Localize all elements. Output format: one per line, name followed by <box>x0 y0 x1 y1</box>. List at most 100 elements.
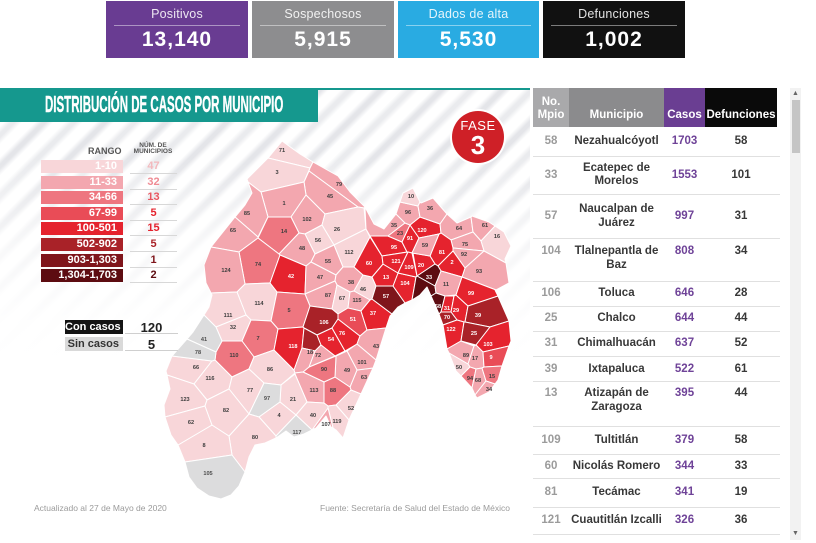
svg-text:107: 107 <box>321 422 330 428</box>
svg-text:66: 66 <box>193 365 199 371</box>
svg-text:94: 94 <box>467 376 474 382</box>
svg-text:14: 14 <box>281 229 288 235</box>
svg-text:65: 65 <box>230 228 236 234</box>
svg-text:63: 63 <box>361 375 367 381</box>
svg-text:49: 49 <box>344 368 350 374</box>
svg-text:43: 43 <box>373 344 379 350</box>
svg-text:56: 56 <box>315 238 321 244</box>
svg-text:18: 18 <box>307 350 313 356</box>
svg-text:105: 105 <box>203 471 212 477</box>
svg-text:41: 41 <box>201 337 207 343</box>
svg-text:74: 74 <box>255 262 262 268</box>
svg-text:9: 9 <box>489 355 492 361</box>
svg-text:82: 82 <box>223 408 229 414</box>
svg-text:13: 13 <box>383 275 389 281</box>
svg-text:31: 31 <box>444 306 450 312</box>
svg-text:67: 67 <box>339 296 345 302</box>
svg-text:118: 118 <box>288 344 297 350</box>
svg-text:96: 96 <box>405 210 411 216</box>
svg-text:120: 120 <box>417 228 426 234</box>
svg-text:119: 119 <box>332 419 341 425</box>
svg-text:81: 81 <box>439 250 445 256</box>
svg-text:45: 45 <box>327 194 333 200</box>
svg-text:11: 11 <box>443 282 449 288</box>
svg-text:86: 86 <box>267 367 273 373</box>
svg-text:3: 3 <box>275 170 278 176</box>
svg-text:38: 38 <box>348 280 354 286</box>
svg-text:75: 75 <box>462 242 468 248</box>
svg-text:29: 29 <box>453 308 459 314</box>
svg-text:2: 2 <box>450 260 453 266</box>
svg-text:36: 36 <box>427 206 433 212</box>
svg-text:55: 55 <box>325 259 331 265</box>
svg-text:104: 104 <box>400 281 410 287</box>
svg-text:95: 95 <box>391 245 397 251</box>
svg-text:112: 112 <box>344 250 353 256</box>
svg-text:110: 110 <box>229 353 238 359</box>
svg-text:23: 23 <box>397 231 403 237</box>
svg-text:71: 71 <box>279 148 285 154</box>
svg-text:60: 60 <box>366 261 372 267</box>
svg-text:121: 121 <box>391 259 400 265</box>
svg-text:106: 106 <box>319 320 328 326</box>
svg-text:52: 52 <box>348 406 354 412</box>
svg-text:10: 10 <box>408 194 414 200</box>
svg-text:32: 32 <box>230 325 236 331</box>
svg-text:76: 76 <box>339 331 345 337</box>
svg-text:61: 61 <box>482 223 488 229</box>
svg-text:114: 114 <box>254 301 264 307</box>
svg-text:101: 101 <box>357 360 366 366</box>
svg-text:85: 85 <box>244 211 250 217</box>
svg-text:16: 16 <box>494 234 500 240</box>
svg-text:115: 115 <box>352 298 361 304</box>
svg-text:4: 4 <box>277 413 281 419</box>
svg-text:111: 111 <box>224 313 233 319</box>
svg-text:42: 42 <box>288 274 294 280</box>
svg-text:116: 116 <box>205 376 214 382</box>
svg-text:124: 124 <box>221 268 231 274</box>
svg-text:68: 68 <box>475 378 481 384</box>
svg-text:54: 54 <box>328 337 335 343</box>
svg-text:25: 25 <box>471 331 477 337</box>
svg-text:97: 97 <box>264 396 270 402</box>
svg-text:72: 72 <box>315 353 321 359</box>
svg-text:79: 79 <box>336 182 342 188</box>
svg-text:103: 103 <box>483 342 492 348</box>
svg-text:92: 92 <box>461 252 467 258</box>
svg-text:34: 34 <box>486 387 493 393</box>
svg-text:40: 40 <box>310 413 316 419</box>
svg-text:37: 37 <box>370 311 376 317</box>
svg-text:70: 70 <box>444 315 450 321</box>
svg-text:26: 26 <box>334 227 340 233</box>
svg-text:15: 15 <box>489 374 495 380</box>
svg-text:1: 1 <box>282 201 285 207</box>
svg-text:50: 50 <box>456 365 462 371</box>
svg-text:17: 17 <box>472 356 478 362</box>
svg-text:5: 5 <box>287 308 290 314</box>
svg-text:57: 57 <box>383 294 389 300</box>
svg-text:64: 64 <box>456 226 463 232</box>
svg-text:48: 48 <box>299 246 305 252</box>
svg-text:122: 122 <box>446 327 455 333</box>
svg-text:123: 123 <box>180 397 189 403</box>
svg-text:78: 78 <box>195 350 201 356</box>
svg-text:93: 93 <box>476 269 482 275</box>
svg-text:59: 59 <box>422 243 428 249</box>
svg-text:51: 51 <box>350 317 356 323</box>
svg-text:80: 80 <box>252 435 258 441</box>
svg-text:39: 39 <box>475 313 481 319</box>
svg-text:21: 21 <box>290 397 296 403</box>
svg-text:113: 113 <box>309 388 318 394</box>
svg-text:33: 33 <box>426 275 432 281</box>
svg-text:102: 102 <box>302 217 311 223</box>
svg-text:8: 8 <box>202 443 205 449</box>
svg-text:91: 91 <box>407 236 413 242</box>
svg-text:87: 87 <box>325 293 331 299</box>
svg-text:90: 90 <box>321 367 327 373</box>
svg-text:88: 88 <box>330 388 336 394</box>
svg-text:99: 99 <box>468 291 474 297</box>
svg-text:7: 7 <box>256 336 259 342</box>
svg-text:35: 35 <box>391 223 397 229</box>
svg-text:109: 109 <box>404 265 413 271</box>
svg-text:58: 58 <box>435 304 441 310</box>
